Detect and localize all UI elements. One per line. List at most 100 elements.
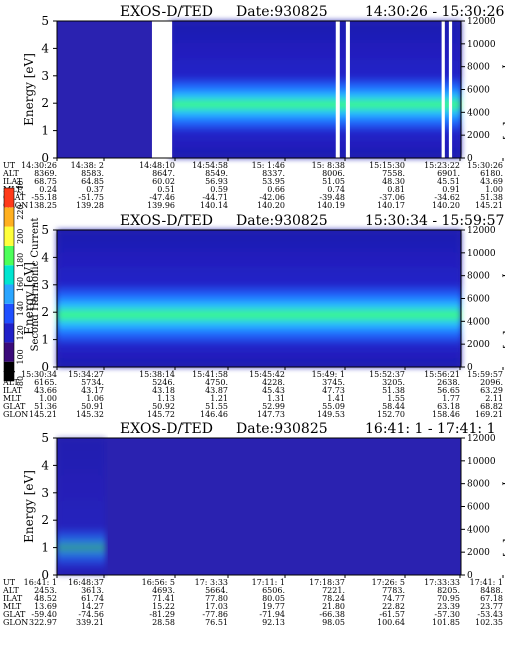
ephemeris-value: 15:30:26 (467, 161, 503, 170)
ephemeris-value: 56.65 (437, 386, 460, 395)
ephemeris-value: 17.03 (205, 602, 228, 611)
ephemeris-value: 22.82 (382, 602, 405, 611)
ephemeris-value: 140.20 (432, 201, 460, 210)
ephemeris-value: 43.17 (81, 386, 104, 395)
y-axis-label: Energy [eV] (22, 262, 36, 335)
data-gap-4 (441, 21, 445, 158)
y2-tick-label: 2000 (467, 131, 490, 141)
ephemeris-value: 5734. (81, 378, 104, 387)
ephemeris-value: 23.39 (437, 602, 460, 611)
ephemeris-value: 1.41 (327, 394, 345, 403)
ephemeris-value: -53.43 (477, 610, 503, 619)
ephemeris-value: -42.06 (259, 193, 285, 202)
y-tick-label: 1 (41, 124, 49, 138)
ephemeris-value: 145.21 (475, 201, 503, 210)
y2-axis-label: Temperature [K] (502, 248, 505, 349)
ephemeris-value: 1.31 (267, 394, 285, 403)
y2-tick-label: 0 (467, 363, 473, 373)
ephemeris-value: 7221. (322, 586, 345, 595)
panel-date: Date:930825 (236, 421, 328, 437)
y-tick-label: 3 (41, 69, 49, 83)
colorbar-segment (4, 361, 14, 381)
colorbar-tick-label: 120 (16, 325, 25, 340)
ephemeris-value: -39.48 (319, 193, 345, 202)
y-tick-label: 5 (41, 223, 49, 237)
ephemeris-value: 61.74 (81, 594, 104, 603)
ephemeris-value: 16:48:37 (68, 578, 104, 587)
ephemeris-value: 7783. (382, 586, 405, 595)
panel-title: EXOS-D/TED (120, 213, 213, 229)
energy-band-1 (170, 21, 461, 158)
colorbar-segment (4, 323, 14, 343)
ephemeris-value: 4750. (205, 378, 228, 387)
colorbar-tick-label: 220 (16, 204, 25, 219)
ephemeris-value: 149.53 (317, 410, 345, 419)
ephemeris-row-label: ALT (2, 378, 19, 387)
ephemeris-value: 8647. (152, 169, 175, 178)
ephemeris-value: 147.73 (257, 410, 285, 419)
ephemeris-value: 0.81 (387, 185, 405, 194)
ephemeris-value: 8549. (205, 169, 228, 178)
y2-tick-label: 4000 (467, 525, 490, 535)
colorbar: 80 100 120 140 160 180 200 220 240 Second Harmoni… (3, 180, 41, 386)
ephemeris-value: 102.35 (475, 618, 503, 627)
ephemeris-value: 0.37 (86, 185, 104, 194)
ephemeris-value: 1.55 (387, 394, 405, 403)
ephemeris-value: 139.28 (76, 201, 104, 210)
ephemeris-value: 145.32 (76, 410, 104, 419)
colorbar-segment (4, 207, 14, 227)
colorbar-segment (4, 188, 14, 208)
ephemeris-value: 51.55 (205, 402, 228, 411)
ephemeris-value: 64.85 (81, 177, 104, 186)
data-gap-3 (345, 21, 350, 158)
y2-tick-label: 12000 (467, 17, 496, 27)
colorbar-tick-label: 140 (16, 301, 25, 316)
ephemeris-value: 0.91 (442, 185, 460, 194)
ephemeris-value: -71.94 (259, 610, 285, 619)
ephemeris-value: -51.75 (78, 193, 104, 202)
ephemeris-value: 15.22 (152, 602, 175, 611)
ephemeris-row-label: UT (3, 161, 16, 170)
ephemeris-value: 51.05 (322, 177, 345, 186)
y2-tick-label: 12000 (467, 226, 496, 236)
colorbar-tick-label: 200 (16, 229, 25, 244)
panel-3: 0 1 2 3 4 5 0 2000 4000 6000 8000 10000 12000 Energy … (2, 421, 505, 627)
ephemeris-value: 14.27 (81, 602, 104, 611)
ephemeris-value: 8369. (34, 169, 57, 178)
ephemeris-value: 1.06 (86, 394, 104, 403)
ephemeris-value: 23.77 (480, 602, 503, 611)
colorbar-tick-label: 80 (16, 376, 25, 386)
panel-date: Date:930825 (236, 4, 328, 20)
ephemeris-value: 6901. (437, 169, 460, 178)
ephemeris-value: 19.77 (262, 602, 285, 611)
ephemeris-value: 68.82 (480, 402, 503, 411)
ephemeris-value: 50.92 (152, 402, 175, 411)
ephemeris-value: 92.13 (262, 618, 285, 627)
colorbar-segment (4, 342, 14, 362)
ephemeris-row-label: GLON (3, 618, 28, 627)
y2-tick-label: 0 (467, 571, 473, 581)
ephemeris-value: 15:56:21 (424, 370, 460, 379)
ephemeris-value: 14:38: 2 (71, 161, 104, 170)
ephemeris-value: 15:34:27 (68, 370, 104, 379)
ephemeris-row-label: MLT (3, 602, 22, 611)
energy-band-3 (57, 438, 106, 575)
ephemeris-value: 1.13 (157, 394, 175, 403)
ephemeris-value: 43.87 (205, 386, 228, 395)
data-gap-1 (151, 21, 173, 158)
y2-tick-label: 6000 (467, 503, 490, 513)
y-tick-label: 2 (41, 96, 49, 110)
y2-tick-label: 10000 (467, 40, 496, 50)
plot-background-3 (57, 438, 461, 575)
ephemeris-value: -66.38 (319, 610, 345, 619)
colorbar-segment (4, 245, 14, 266)
panel-time-range: 14:30:26 - 15:30:26 (365, 4, 504, 20)
ephemeris-value: 339.21 (76, 618, 104, 627)
ephemeris-row-label: UT (3, 578, 16, 587)
ephemeris-value: 0.66 (267, 185, 285, 194)
y-tick-label: 0 (41, 568, 49, 582)
ephemeris-value: 48.52 (34, 594, 57, 603)
ephemeris-value: 5246. (152, 378, 175, 387)
ephemeris-value: 15:15:30 (369, 161, 405, 170)
